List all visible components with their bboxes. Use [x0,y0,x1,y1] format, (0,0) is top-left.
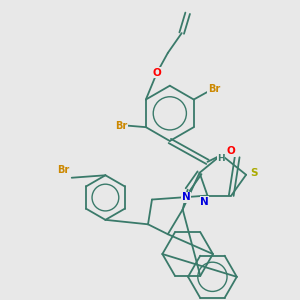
Text: S: S [251,168,258,178]
Text: Br: Br [115,121,127,131]
Text: O: O [227,146,236,156]
Text: O: O [153,68,161,78]
Text: N: N [182,192,190,202]
Text: H: H [217,154,225,164]
Text: N: N [200,196,209,206]
Text: Br: Br [57,165,70,175]
Text: Br: Br [208,84,220,94]
